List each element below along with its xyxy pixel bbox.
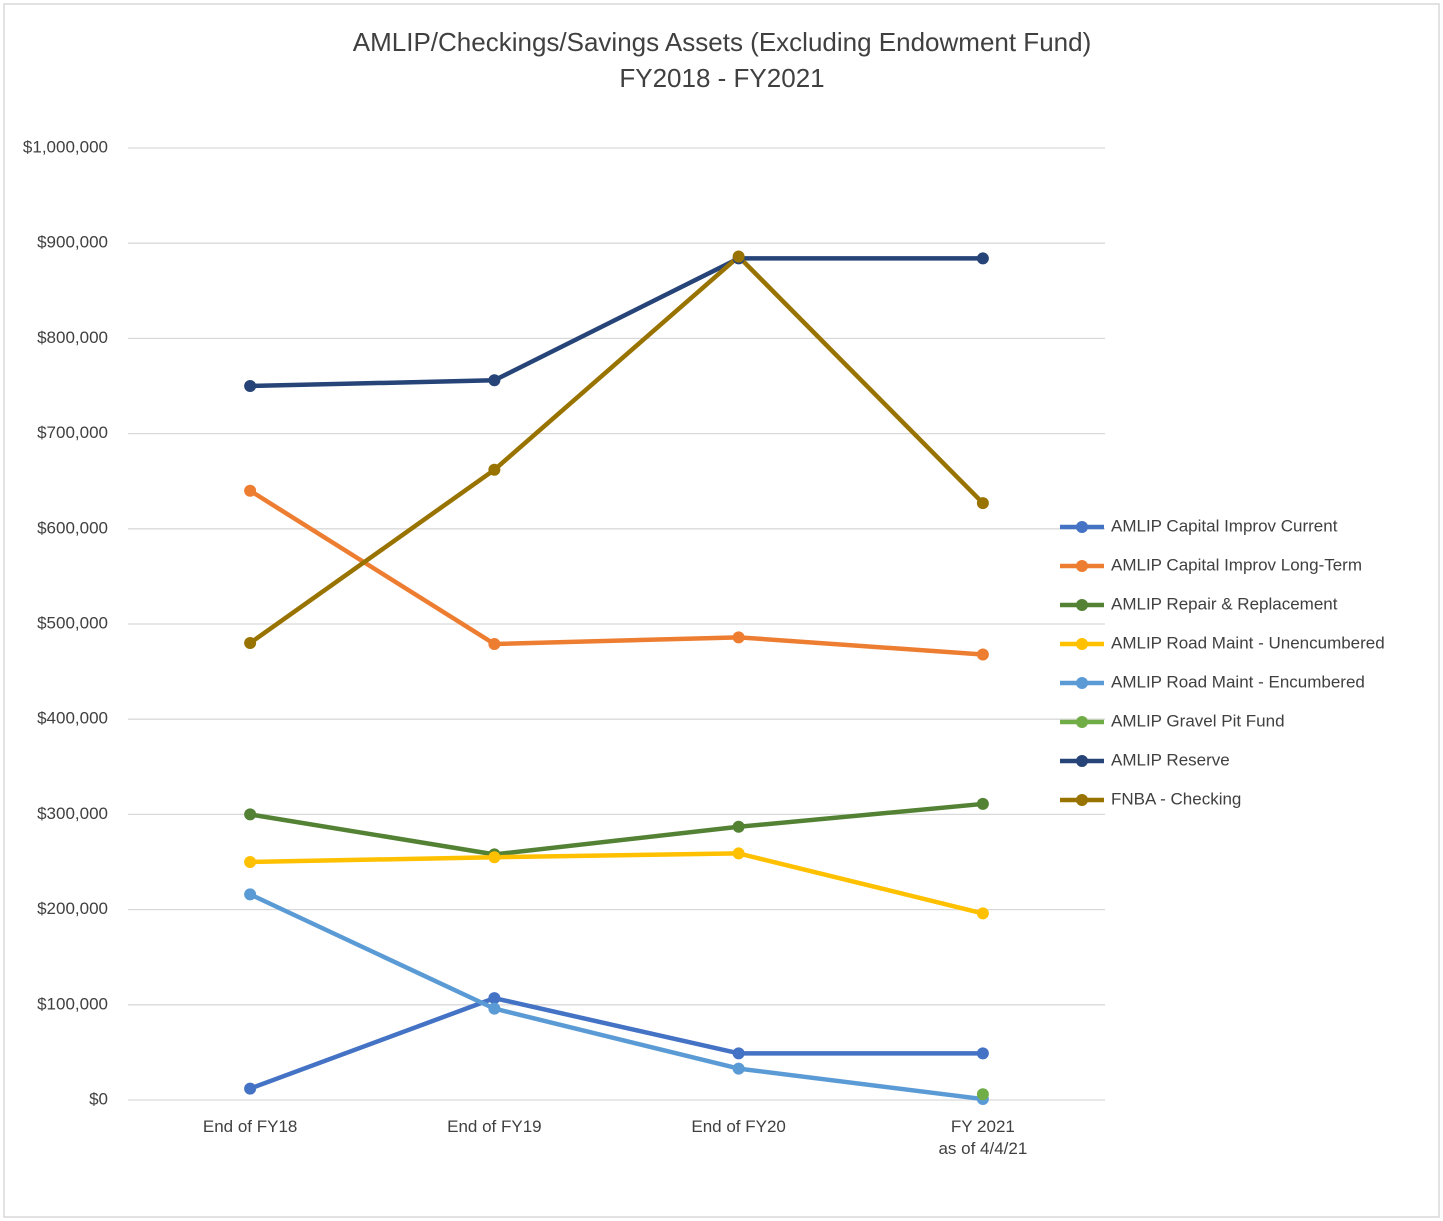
y-tick-label: $0	[89, 1089, 108, 1108]
legend-label: FNBA - Checking	[1111, 789, 1241, 808]
data-point	[732, 1047, 745, 1060]
chart-border	[3, 3, 1440, 1218]
legend-marker	[1076, 599, 1088, 611]
series-line	[249, 995, 983, 1091]
data-point	[244, 856, 257, 868]
series-line	[249, 801, 984, 857]
data-point	[976, 497, 989, 510]
y-tick-label: $800,000	[37, 328, 108, 347]
data-point	[732, 631, 745, 644]
y-tick-label: $500,000	[37, 613, 108, 632]
data-point	[488, 463, 501, 476]
legend-marker	[1076, 521, 1088, 533]
data-point	[244, 888, 257, 901]
chart-subtitle: FY2018 - FY2021	[619, 63, 824, 93]
legend-label: AMLIP Road Maint - Unencumbered	[1111, 633, 1385, 652]
data-point	[976, 1047, 989, 1060]
legend-label: AMLIP Gravel Pit Fund	[1111, 711, 1285, 730]
data-point	[244, 484, 257, 497]
series-line	[248, 254, 985, 645]
data-point	[976, 797, 989, 810]
data-point	[976, 252, 989, 265]
data-point	[732, 250, 745, 263]
series-line	[248, 488, 984, 657]
legend-marker	[1076, 638, 1088, 650]
data-point	[488, 1002, 501, 1015]
series-line	[250, 256, 983, 389]
data-point	[488, 637, 501, 650]
legend-label: AMLIP Capital Improv Long-Term	[1111, 555, 1362, 574]
data-point	[488, 992, 501, 1005]
data-point	[244, 380, 257, 392]
data-point	[976, 907, 989, 920]
data-point	[244, 637, 257, 650]
legend-marker	[1076, 560, 1088, 572]
legend-label: AMLIP Reserve	[1111, 750, 1230, 769]
data-point	[732, 820, 745, 833]
y-tick-label: $200,000	[37, 899, 108, 918]
data-point	[732, 1062, 745, 1075]
y-tick-label: $600,000	[37, 518, 108, 537]
legend-label: AMLIP Repair & Replacement	[1111, 594, 1338, 613]
legend-label: AMLIP Road Maint - Encumbered	[1111, 672, 1365, 691]
legend-marker	[1076, 755, 1088, 767]
x-tick-label: End of FY19	[447, 1117, 542, 1136]
data-point	[244, 808, 257, 821]
chart-title: AMLIP/Checkings/Savings Assets (Excludin…	[353, 27, 1091, 57]
legend-marker	[1076, 677, 1088, 689]
legend-marker	[1076, 794, 1088, 806]
legend-label: AMLIP Capital Improv Current	[1111, 516, 1338, 535]
data-point	[732, 847, 745, 860]
y-tick-label: $1,000,000	[23, 137, 108, 156]
data-point	[488, 851, 501, 864]
y-tick-label: $400,000	[37, 709, 108, 728]
x-tick-label: End of FY20	[691, 1117, 786, 1136]
data-point	[976, 1088, 989, 1101]
x-tick-label: End of FY18	[202, 1117, 298, 1136]
y-tick-label: $900,000	[37, 233, 108, 252]
data-point	[488, 374, 501, 387]
y-tick-label: $100,000	[37, 994, 108, 1013]
series-line	[249, 892, 984, 1102]
series-line	[250, 851, 984, 916]
y-tick-label: $300,000	[37, 804, 108, 823]
data-point	[244, 1082, 257, 1095]
x-tick-label: FY 2021 as of 4/4/21	[938, 1117, 1028, 1158]
y-tick-label: $700,000	[37, 423, 108, 442]
data-point	[976, 648, 989, 661]
legend-marker	[1076, 716, 1088, 728]
